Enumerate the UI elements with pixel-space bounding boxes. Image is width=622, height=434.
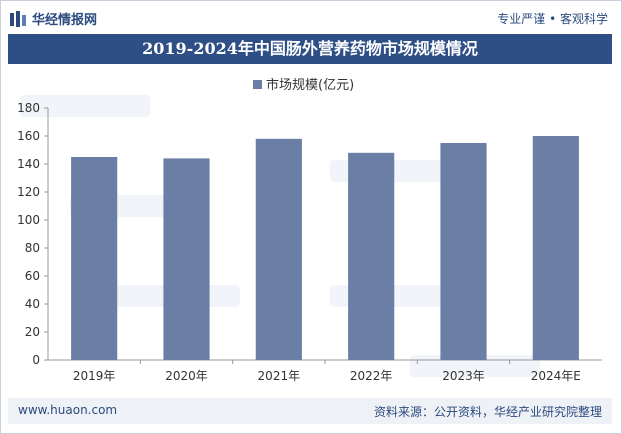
x-tick-label-4: 2023年 (442, 369, 485, 383)
slogan: 专业严谨 • 客观科学 (497, 12, 608, 26)
x-tick-label-1: 2020年 (165, 369, 208, 383)
y-tick-label-7: 140 (17, 157, 40, 171)
bar-logo-icon (10, 10, 26, 27)
y-tick-label-0: 0 (32, 353, 40, 367)
chart-title-bar: 2019-2024年中国肠外营养药物市场规模情况 (8, 34, 612, 64)
watermark-shape-0 (20, 95, 150, 117)
axes: 0 20 40 60 80 100 120 140 160 180 2019年 2020年 2021年 2… (17, 101, 602, 383)
y-tick-label-4: 80 (25, 241, 40, 255)
y-tick-label-3: 60 (25, 269, 40, 283)
bar-2 (255, 138, 302, 360)
top-bar: 华经情报网 专业严谨 • 客观科学 (0, 0, 620, 34)
y-tick-label-8: 160 (17, 129, 40, 143)
bars (71, 136, 579, 360)
x-tick-label-3: 2022年 (350, 369, 393, 383)
x-tick-label-5: 2024年E (531, 369, 581, 383)
y-tick-label-5: 100 (17, 213, 40, 227)
x-tick-label-2: 2021年 (258, 369, 301, 383)
logo-text: 华经情报网 (32, 13, 98, 28)
footer: www.huaon.com 资料来源：公开资料，华经产业研究院整理 (8, 398, 612, 424)
y-tick-label-9: 180 (17, 101, 40, 115)
x-tick-label-0: 2019年 (73, 369, 116, 383)
website-link[interactable]: www.huaon.com (18, 403, 118, 417)
brand-logo: 华经情报网 (10, 9, 97, 28)
y-tick-label-6: 120 (17, 185, 40, 199)
bar-3 (348, 152, 395, 360)
y-tick-label-1: 20 (25, 325, 40, 339)
y-tick-label-2: 40 (25, 297, 40, 311)
bar-1 (163, 158, 210, 360)
bar-0 (71, 157, 118, 360)
legend-swatch (253, 80, 262, 89)
legend-label: 市场规模(亿元) (266, 77, 354, 93)
chart-title: 2019-2024年中国肠外营养药物市场规模情况 (142, 39, 478, 58)
legend: 市场规模(亿元) (253, 77, 354, 93)
bar-5 (532, 136, 579, 360)
source-note: 资料来源：公开资料，华经产业研究院整理 (373, 405, 602, 419)
bar-4 (440, 143, 487, 360)
